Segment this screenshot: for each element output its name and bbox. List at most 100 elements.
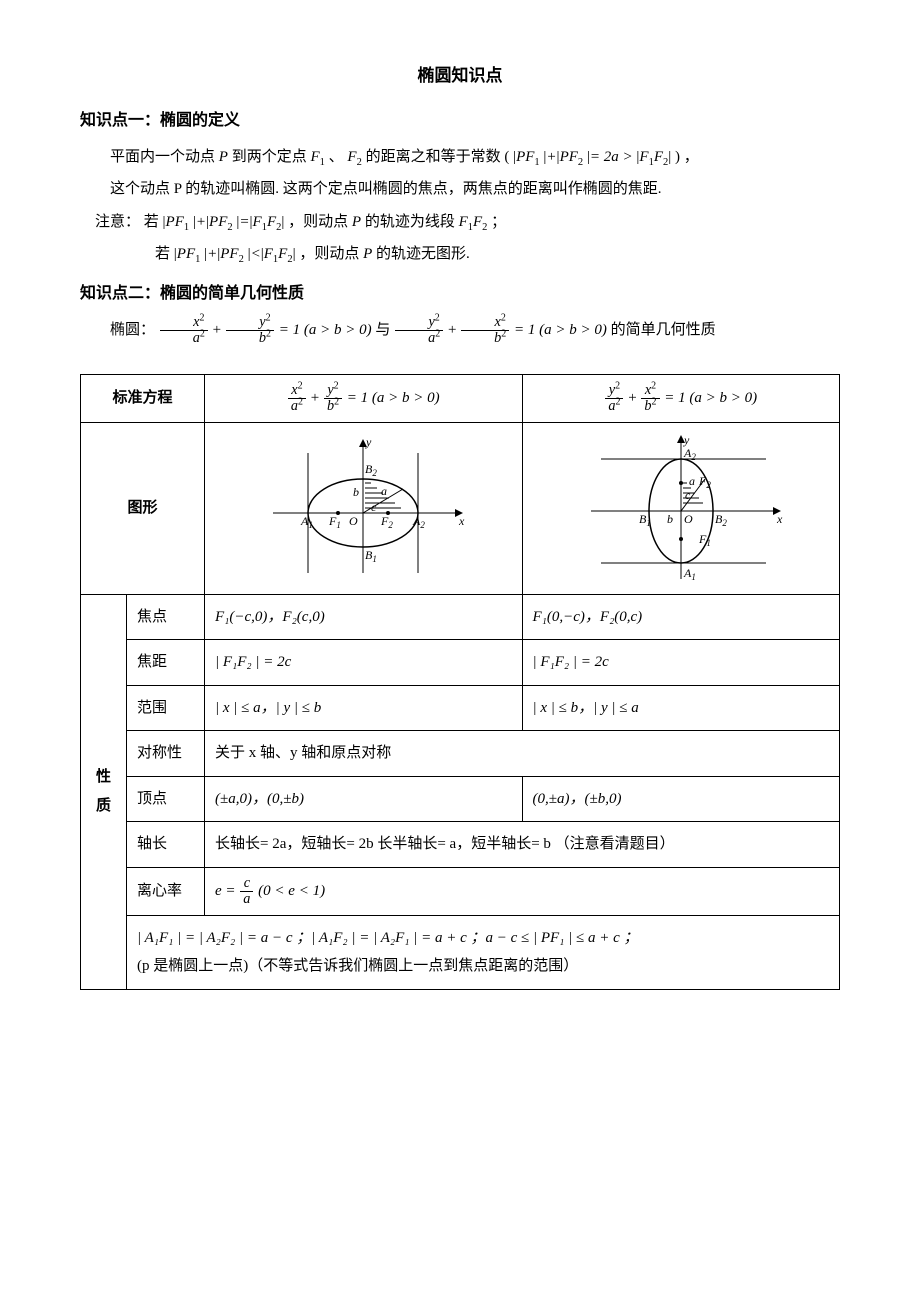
svg-text:A1: A1 (300, 514, 313, 530)
row-vertex: 顶点 (±a,0)，(0,±b) (0,±a)，(±b,0) (81, 776, 840, 822)
svg-text:F2: F2 (698, 474, 711, 490)
plus1: + (213, 322, 221, 338)
range-v: | x | ≤ b，| y | ≤ a (533, 700, 639, 716)
hdr-figure: 图形 (81, 422, 205, 594)
frac-y2b2: y2b2 (226, 315, 274, 346)
svg-text:B1: B1 (365, 548, 377, 564)
fdist-h: | F₁F₂ | = 2c (215, 654, 291, 670)
cell-axislen: 长轴长= 2a，短轴长= 2b 长半轴长= a，短半轴长= b （注意看清题目） (205, 822, 840, 868)
frac-y2a2: y2a2 (395, 315, 443, 346)
hdr-ecc: 离心率 (127, 867, 205, 915)
hdr-props: 性质 (81, 594, 127, 989)
cell-extra: | A₁F₁ | = | A₂F₂ | = a − c ；| A₁F₂ | = … (127, 915, 840, 989)
cell-range-v: | x | ≤ b，| y | ≤ a (522, 685, 840, 731)
fdist-v: | F₁F₂ | = 2c (533, 654, 609, 670)
kp1-txt1: 平面内一个动点 (110, 149, 219, 165)
hdr-vertex: 顶点 (127, 776, 205, 822)
kp2-ic: 的简单几何性质 (611, 322, 716, 338)
cell-symm: 关于 x 轴、y 轴和原点对称 (205, 731, 840, 777)
svg-text:y: y (365, 435, 372, 449)
focus-v-a: F₁(0,−c)， (533, 609, 600, 625)
kp1-n1a: 若 (144, 214, 163, 230)
svg-text:x: x (776, 512, 783, 526)
kp1-eq-main: |PF1 |+|PF2 |= 2a > |F1F2| (513, 149, 671, 165)
row-axislen: 轴长 长轴长= 2a，短轴长= 2b 长半轴长= a，短半轴长= b （注意看清… (81, 822, 840, 868)
svg-text:A2: A2 (683, 446, 696, 462)
plus2: + (448, 322, 456, 338)
cell-figure-h: y x B2 B1 A1 A2 F1 F2 O b a c (205, 422, 522, 594)
hdr-focus: 焦点 (127, 594, 205, 640)
kp1-note1: 注意： 若 |PF1 |+|PF2 |=|F1F2| ，则动点 P 的轨迹为线段… (80, 208, 840, 237)
focus-v-b: F₂(0,c) (600, 609, 642, 625)
std-h-f2: y2b2 (324, 383, 342, 414)
kp1-note2: 若 |PF1 |+|PF2 |<|F1F2| ，则动点 P 的轨迹无图形. (155, 240, 840, 269)
diagram-vertical-ellipse: y x A2 A1 B1 B2 F2 F1 O b c a (533, 431, 830, 586)
page-title: 椭圆知识点 (80, 60, 840, 92)
cell-range-h: | x | ≤ a，| y | ≤ b (205, 685, 522, 731)
kp1-txt4: 的距离之和等于常数 ( (366, 149, 510, 165)
kp1-heading: 知识点一：椭圆的定义 (80, 106, 840, 136)
std-v-rest: = 1 (a > b > 0) (664, 390, 757, 406)
svg-text:a: a (689, 474, 695, 488)
row-symm: 对称性 关于 x 轴、y 轴和原点对称 (81, 731, 840, 777)
ecc-e: e = (215, 883, 239, 899)
diagram-horizontal-ellipse: y x B2 B1 A1 A2 F1 F2 O b a c (215, 433, 511, 583)
std-h-rest: = 1 (a > b > 0) (347, 390, 440, 406)
sym-F1a: F1 (310, 149, 324, 165)
row-range: 范围 | x | ≤ a，| y | ≤ b | x | ≤ b，| y | ≤… (81, 685, 840, 731)
kp2-ib: 与 (375, 322, 394, 338)
svg-text:x: x (458, 514, 465, 528)
ecc-frac: ca (240, 876, 253, 907)
svg-text:O: O (349, 514, 358, 528)
focus-h-a: F₁(−c,0)， (215, 609, 282, 625)
kp1-txt2: 到两个定点 (232, 149, 311, 165)
focus-h-b: F₂(c,0) (282, 609, 324, 625)
cell-vertex-v: (0,±a)，(±b,0) (522, 776, 840, 822)
kp1-n1c: 的轨迹为线段 (365, 214, 459, 230)
cell-stdform-h: x2a2 + y2b2 = 1 (a > b > 0) (205, 374, 522, 422)
svg-text:F2: F2 (380, 514, 393, 530)
kp1-txt5: ) ， (675, 149, 699, 165)
hdr-symm: 对称性 (127, 731, 205, 777)
cell-fdist-v: | F₁F₂ | = 2c (522, 640, 840, 686)
svg-text:B2: B2 (715, 512, 727, 528)
cell-focus-h: F₁(−c,0)，F₂(c,0) (205, 594, 522, 640)
symm-text: 关于 x 轴、y 轴和原点对称 (215, 745, 391, 761)
vertex-h: (±a,0)，(0,±b) (215, 791, 304, 807)
kp1-definition-line2: 这个动点 P 的轨迹叫椭圆. 这两个定点叫椭圆的焦点，两焦点的距离叫作椭圆的焦距… (80, 175, 840, 204)
hdr-range: 范围 (127, 685, 205, 731)
kp1-n1-F1F2: F1F2 (459, 214, 488, 230)
std-v-f2: x2b2 (641, 383, 659, 414)
frac-x2a2: x2a2 (160, 315, 208, 346)
kp1-n2-P: P (363, 246, 372, 262)
kp1-txt3: 、 (329, 149, 344, 165)
row-fdist: 焦距 | F₁F₂ | = 2c | F₁F₂ | = 2c (81, 640, 840, 686)
kp1-n1b: ，则动点 (288, 214, 352, 230)
sym-P: P (219, 149, 228, 165)
kp1-p2: 这个动点 P 的轨迹叫椭圆. 这两个定点叫椭圆的焦点，两焦点的距离叫作椭圆的焦距… (110, 181, 662, 197)
kp1-n2-eq: |PF1 |+|PF2 |<|F1F2| (174, 246, 296, 262)
std-h-plus: + (311, 390, 319, 406)
kp1-n2a: 若 (155, 246, 174, 262)
row-figure: 图形 (81, 422, 840, 594)
ecc-cond: (0 < e < 1) (258, 883, 325, 899)
row-ecc: 离心率 e = ca (0 < e < 1) (81, 867, 840, 915)
row-stdform: 标准方程 x2a2 + y2b2 = 1 (a > b > 0) y2a2 + … (81, 374, 840, 422)
kp1-definition-line1: 平面内一个动点 P 到两个定点 F1 、 F2 的距离之和等于常数 ( |PF1… (80, 143, 840, 172)
properties-table: 标准方程 x2a2 + y2b2 = 1 (a > b > 0) y2a2 + … (80, 374, 840, 990)
range-h: | x | ≤ a，| y | ≤ b (215, 700, 321, 716)
svg-text:y: y (683, 433, 690, 447)
svg-text:F1: F1 (328, 514, 341, 530)
hdr-stdform: 标准方程 (81, 374, 205, 422)
std-v-plus: + (628, 390, 636, 406)
frac-x2b2: x2b2 (461, 315, 509, 346)
kp2-heading: 知识点二：椭圆的简单几何性质 (80, 279, 840, 309)
cell-fdist-h: | F₁F₂ | = 2c (205, 640, 522, 686)
vertex-v: (0,±a)，(±b,0) (533, 791, 622, 807)
kp1-n2c: 的轨迹无图形. (376, 246, 470, 262)
kp1-note-label: 注意： (95, 214, 140, 230)
hdr-fdist: 焦距 (127, 640, 205, 686)
svg-text:c: c (685, 488, 691, 502)
cell-figure-v: y x A2 A1 B1 B2 F2 F1 O b c a (522, 422, 840, 594)
std-h-f1: x2a2 (288, 383, 306, 414)
